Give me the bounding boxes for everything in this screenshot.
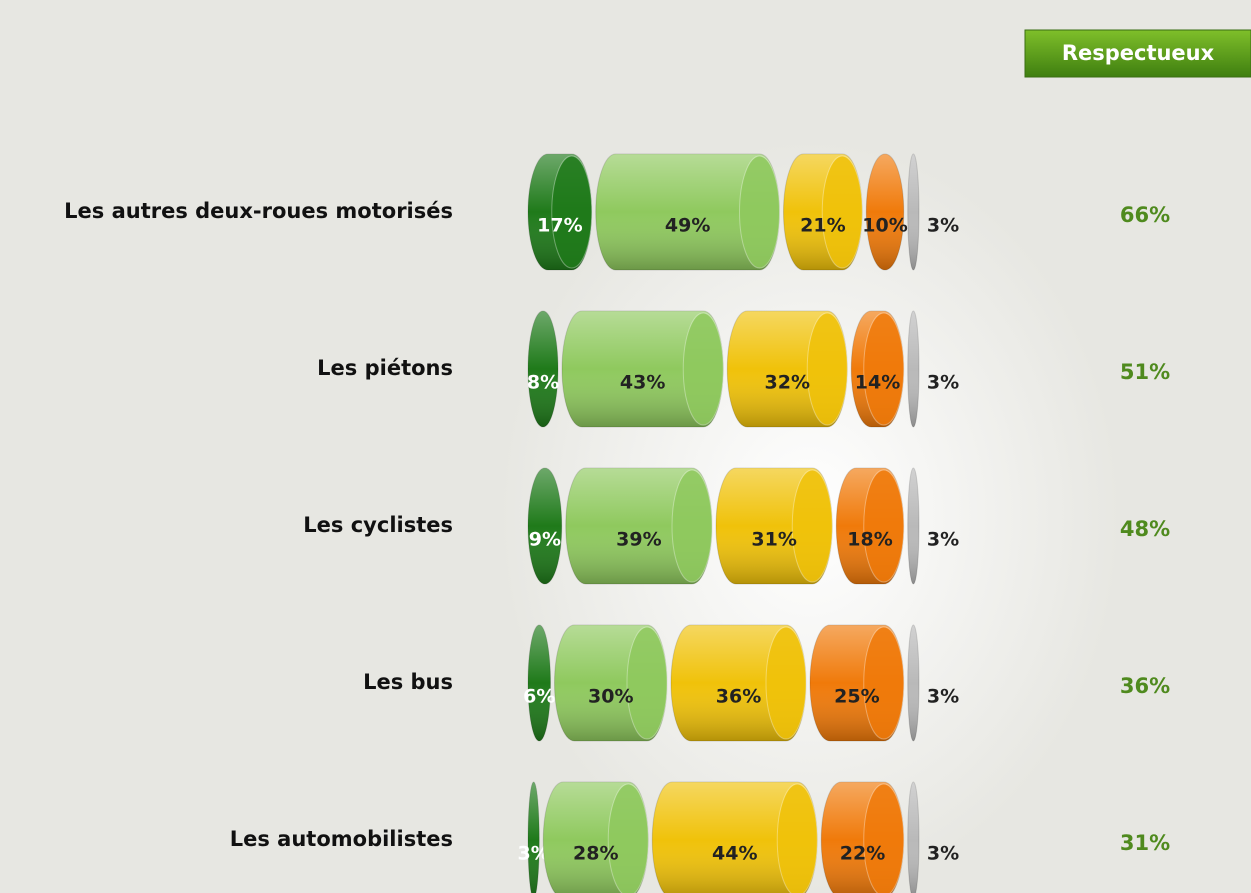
bar-cap bbox=[863, 469, 905, 583]
bar-shade bbox=[907, 468, 919, 584]
totals-header-box bbox=[1024, 29, 1251, 78]
bar-cap bbox=[551, 155, 593, 269]
value-label: 10% bbox=[862, 215, 907, 237]
value-label: 36% bbox=[716, 686, 761, 708]
value-label: 6% bbox=[523, 686, 555, 708]
value-label: 28% bbox=[573, 843, 618, 865]
value-label: 14% bbox=[855, 372, 900, 394]
value-label: 25% bbox=[834, 686, 879, 708]
bar-cap bbox=[863, 312, 905, 426]
value-label: 43% bbox=[620, 372, 665, 394]
total-label: 51% bbox=[1120, 360, 1170, 384]
value-label: 22% bbox=[840, 843, 885, 865]
total-label: 31% bbox=[1120, 831, 1170, 855]
value-label: 49% bbox=[665, 215, 710, 237]
value-label: 30% bbox=[588, 686, 633, 708]
value-label: 3% bbox=[927, 529, 959, 551]
total-label: 48% bbox=[1120, 517, 1170, 541]
value-label: 32% bbox=[765, 372, 810, 394]
value-label: 3% bbox=[927, 686, 959, 708]
bar-cap bbox=[626, 626, 668, 740]
bar-shade bbox=[652, 782, 818, 893]
category-label: Les cyclistes bbox=[303, 513, 453, 537]
bar-cap bbox=[806, 312, 848, 426]
value-label: 3% bbox=[927, 372, 959, 394]
bar-cap bbox=[682, 312, 724, 426]
bar-cap bbox=[607, 783, 649, 893]
category-label: Les automobilistes bbox=[230, 827, 453, 851]
bar-shade bbox=[595, 154, 780, 270]
bar-cap bbox=[776, 783, 818, 893]
bar-shade bbox=[528, 311, 558, 427]
total-label: 66% bbox=[1120, 203, 1170, 227]
bar-shade bbox=[528, 468, 562, 584]
bar-cap bbox=[791, 469, 833, 583]
bar-cap bbox=[821, 155, 863, 269]
value-label: 3% bbox=[927, 843, 959, 865]
bar-shade bbox=[866, 154, 904, 270]
value-label: 44% bbox=[712, 843, 757, 865]
bar-shade bbox=[528, 782, 540, 893]
category-label: Les piétons bbox=[317, 356, 453, 380]
totals-header: Respectueux bbox=[1062, 41, 1215, 65]
value-label: 17% bbox=[537, 215, 582, 237]
bar-cap bbox=[739, 155, 780, 269]
bar-shade bbox=[907, 782, 919, 893]
category-label: Les autres deux-roues motorisés bbox=[64, 199, 453, 223]
bar-shade bbox=[528, 625, 551, 741]
value-label: 31% bbox=[751, 529, 796, 551]
value-label: 39% bbox=[616, 529, 661, 551]
value-label: 3% bbox=[517, 843, 549, 865]
value-label: 8% bbox=[527, 372, 559, 394]
value-label: 9% bbox=[529, 529, 561, 551]
total-label: 36% bbox=[1120, 674, 1170, 698]
bar-shade bbox=[907, 154, 919, 270]
value-label: 21% bbox=[800, 215, 845, 237]
value-label: 18% bbox=[847, 529, 892, 551]
bar-cap bbox=[863, 783, 905, 893]
bar-shade bbox=[562, 311, 724, 427]
value-label: 3% bbox=[927, 215, 959, 237]
bar-cap bbox=[863, 626, 905, 740]
bar-cap bbox=[671, 469, 713, 583]
category-label: Les bus bbox=[363, 670, 453, 694]
bar-cap bbox=[765, 626, 807, 740]
bar-shade bbox=[907, 311, 919, 427]
bar-shade bbox=[907, 625, 919, 741]
